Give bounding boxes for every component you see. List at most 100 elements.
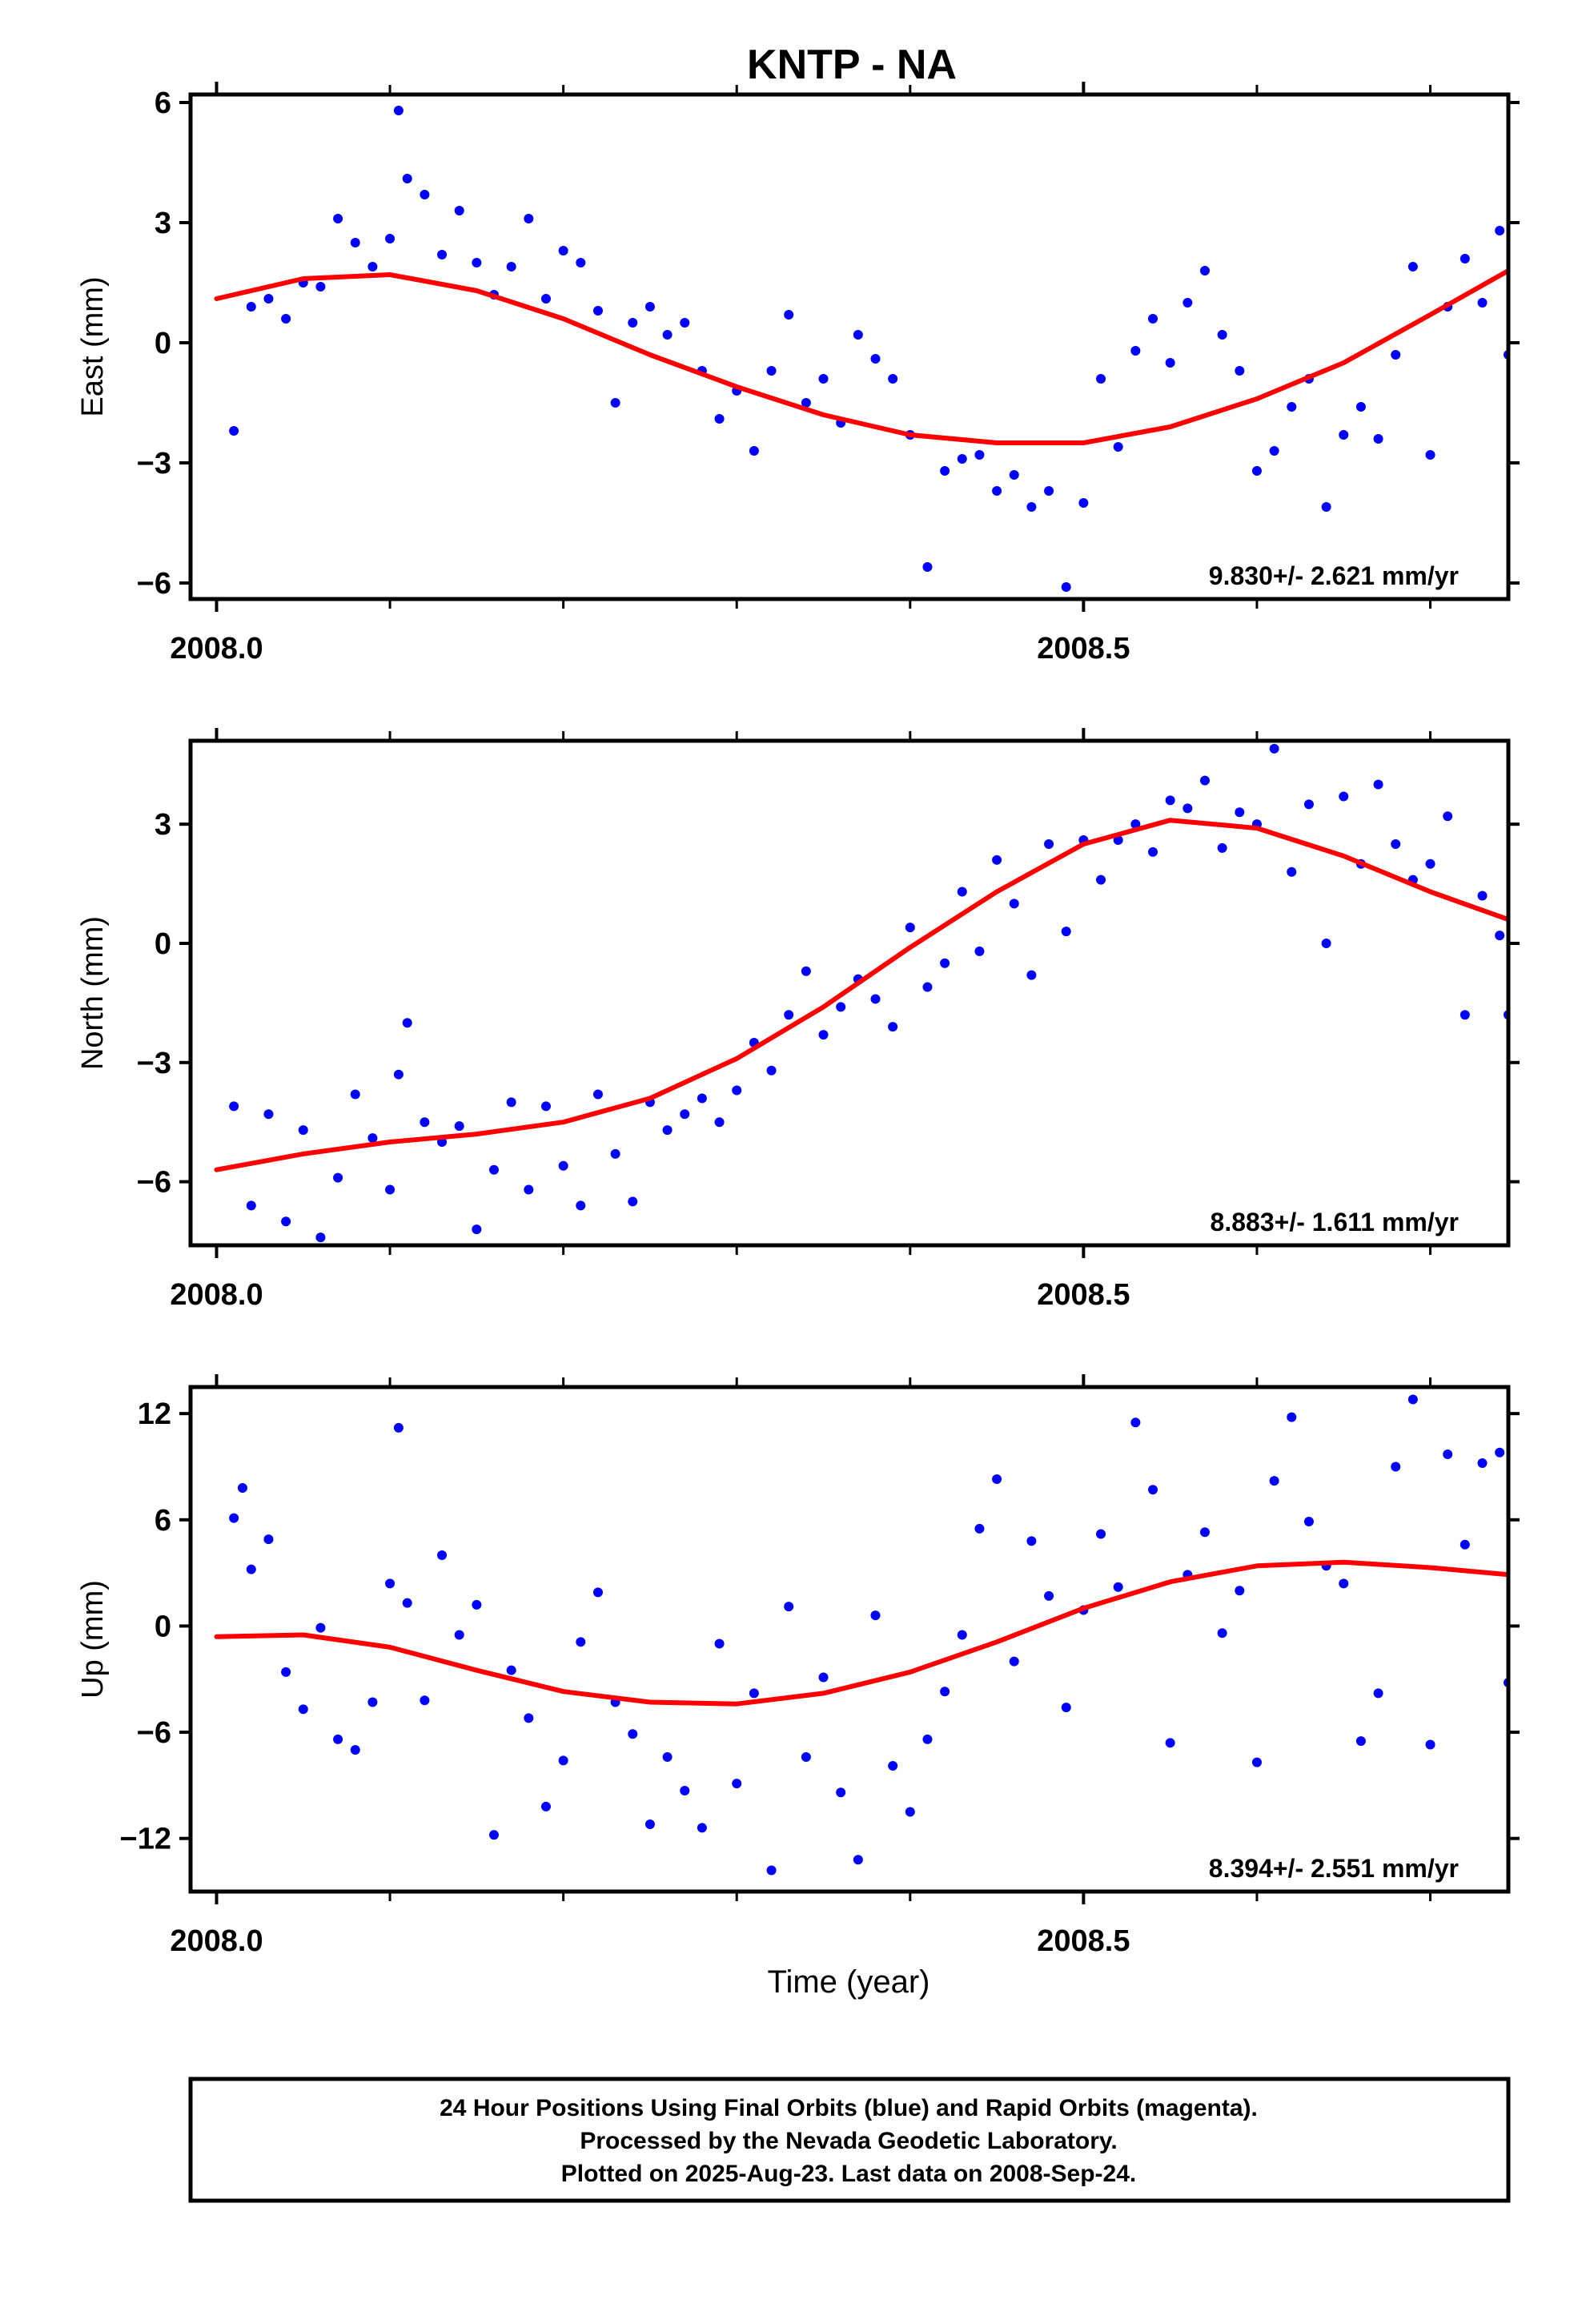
data-point xyxy=(749,446,759,456)
data-point xyxy=(1425,450,1435,460)
y-tick-label: −6 xyxy=(137,1716,171,1750)
y-tick-label: 6 xyxy=(155,1504,171,1538)
data-point xyxy=(1251,1757,1262,1767)
data-point xyxy=(1287,1412,1297,1422)
data-point xyxy=(350,238,360,247)
data-point xyxy=(1235,807,1245,818)
plot-data xyxy=(214,743,1508,1243)
data-point xyxy=(540,1801,551,1811)
data-point xyxy=(1460,1539,1470,1550)
data-point xyxy=(940,1687,950,1697)
y-tick-label: 6 xyxy=(155,86,171,120)
plot-data xyxy=(214,1394,1508,1876)
data-point xyxy=(1477,1458,1488,1469)
data-point xyxy=(836,1787,846,1798)
data-point xyxy=(644,302,655,312)
data-point xyxy=(697,1093,707,1104)
data-point xyxy=(592,1089,603,1100)
data-point xyxy=(1339,1578,1349,1589)
data-point xyxy=(714,1638,725,1649)
y-tick-label: −6 xyxy=(137,1166,171,1200)
data-point xyxy=(1026,1536,1037,1546)
data-point xyxy=(315,282,326,292)
data-point xyxy=(610,398,620,408)
y-tick-label: −6 xyxy=(137,567,171,601)
data-point xyxy=(922,562,933,572)
data-point xyxy=(393,1069,404,1080)
data-point xyxy=(524,1184,534,1195)
data-point xyxy=(1148,846,1158,857)
data-point xyxy=(420,1117,430,1128)
data-point xyxy=(1044,486,1054,496)
data-point xyxy=(1321,502,1331,512)
data-point xyxy=(610,1148,620,1159)
footer-box: 24 Hour Positions Using Final Orbits (bl… xyxy=(188,2077,1511,2203)
data-point xyxy=(680,1109,690,1120)
rate-label: 9.830+/- 2.621 mm/yr xyxy=(1209,561,1459,590)
data-point xyxy=(454,206,464,215)
data-point xyxy=(367,1133,378,1144)
data-point xyxy=(263,1109,274,1120)
data-point xyxy=(298,1704,308,1715)
data-point xyxy=(1009,1656,1019,1667)
data-point xyxy=(437,1550,448,1560)
data-point xyxy=(1044,1590,1054,1601)
data-point xyxy=(714,1117,725,1128)
data-point xyxy=(524,1713,534,1723)
x-axis-label: Time (year) xyxy=(768,1964,930,2000)
x-tick-label: 2008.5 xyxy=(1037,1278,1130,1312)
data-point xyxy=(315,1232,326,1243)
data-point xyxy=(1321,938,1331,948)
data-point xyxy=(246,302,256,312)
data-point xyxy=(974,946,985,956)
rate-label-bg xyxy=(1172,559,1476,594)
data-point xyxy=(1235,1586,1245,1596)
data-point xyxy=(1269,446,1279,456)
data-point xyxy=(1269,1476,1279,1486)
data-point xyxy=(940,958,950,968)
data-point xyxy=(1355,1736,1366,1747)
data-point xyxy=(1217,842,1227,853)
data-point xyxy=(1407,1394,1418,1405)
data-point xyxy=(1130,346,1141,356)
data-point xyxy=(1199,1527,1210,1538)
y-tick-label: 3 xyxy=(155,207,171,240)
data-point xyxy=(576,258,586,267)
data-point xyxy=(558,1160,568,1171)
x-tick-label: 2008.0 xyxy=(170,632,263,665)
data-point xyxy=(489,1164,500,1175)
data-point xyxy=(1477,891,1488,901)
data-point xyxy=(592,1587,603,1598)
data-point xyxy=(957,454,967,464)
rate-label-bg xyxy=(1172,1852,1476,1887)
data-point xyxy=(1182,298,1193,308)
y-axis-label: North (mm) xyxy=(76,916,110,1070)
data-point xyxy=(385,1184,396,1195)
data-point xyxy=(1148,1485,1158,1495)
data-point xyxy=(801,1752,811,1762)
data-point xyxy=(888,374,898,384)
up-panel: −12 −6 0 6 12 2008.0 2008.5 Up (mm) 8.394+/- 2.5… xyxy=(76,1374,1520,1958)
data-point xyxy=(1460,1010,1470,1020)
data-point xyxy=(367,1697,378,1707)
data-point xyxy=(974,450,985,460)
data-point xyxy=(367,262,378,271)
x-tick-label: 2008.5 xyxy=(1037,632,1130,665)
data-point xyxy=(766,1065,777,1076)
data-point xyxy=(662,1125,673,1136)
data-point xyxy=(818,1030,829,1040)
data-point xyxy=(818,374,829,384)
data-point xyxy=(680,1786,690,1795)
data-point xyxy=(263,294,274,304)
data-point xyxy=(350,1089,360,1100)
data-point xyxy=(1460,254,1470,263)
data-point xyxy=(540,294,551,304)
data-point xyxy=(836,1002,846,1012)
data-point xyxy=(1078,498,1089,508)
data-point xyxy=(385,1578,396,1589)
data-point xyxy=(1217,1628,1227,1638)
data-point xyxy=(870,354,881,364)
footer-line-2: Processed by the Nevada Geodetic Laborat… xyxy=(580,2128,1117,2154)
data-point xyxy=(393,1422,404,1433)
